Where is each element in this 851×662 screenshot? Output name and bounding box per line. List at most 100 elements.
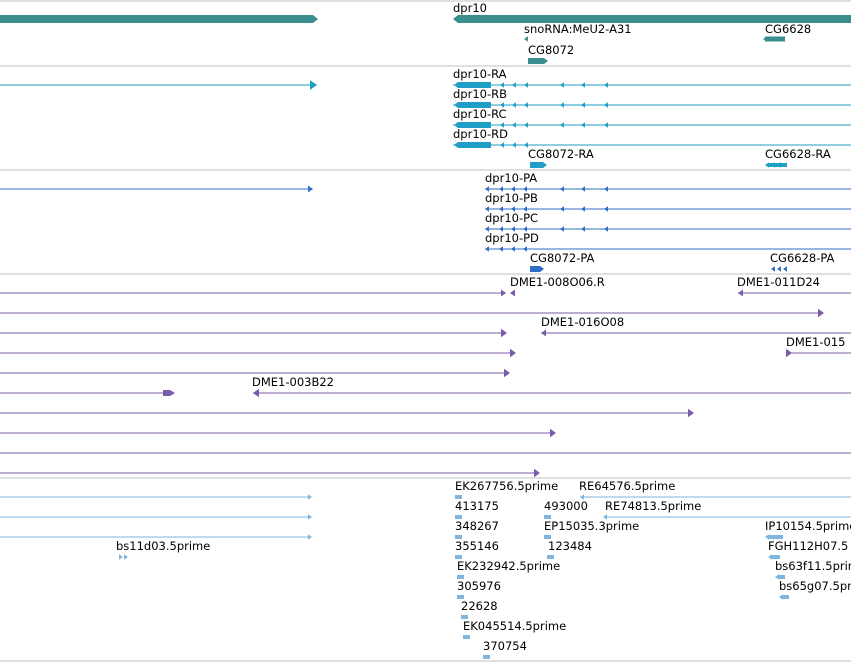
strand-arrow-icon: [775, 574, 779, 580]
transcript-feature-CG8072-RA[interactable]: [530, 162, 547, 168]
est-feature[interactable]: [457, 575, 464, 579]
est-feature[interactable]: [769, 535, 783, 539]
feature-label[interactable]: IP10154.5prime: [765, 519, 851, 533]
feature-label[interactable]: 123484: [548, 539, 592, 553]
feature-label[interactable]: EK267756.5prime: [455, 479, 559, 493]
est-feature[interactable]: [544, 535, 551, 539]
est-feature[interactable]: [455, 555, 462, 559]
est-feature[interactable]: [483, 655, 490, 659]
strand-arrow-icon: [510, 348, 516, 358]
est-feature[interactable]: [547, 555, 554, 559]
strand-arrow-icon: [581, 102, 585, 108]
strand-arrow-icon: [485, 186, 489, 192]
transcript-exon[interactable]: [454, 122, 491, 128]
feature-label[interactable]: DME1-016O08: [541, 315, 625, 329]
strand-arrow-icon: [604, 186, 608, 192]
est-feature[interactable]: [783, 595, 789, 599]
feature-label[interactable]: bs63f11.5prime: [775, 559, 851, 573]
feature-label[interactable]: 348267: [455, 519, 499, 533]
feature-label[interactable]: DME1-011D24: [737, 275, 820, 289]
est-feature[interactable]: [455, 495, 462, 499]
est-feature[interactable]: [455, 535, 462, 539]
feature-label[interactable]: 22628: [461, 599, 498, 613]
feature-label[interactable]: dpr10-RB: [453, 87, 507, 101]
strand-arrow-icon: [499, 186, 503, 192]
strand-arrow-icon: [511, 206, 515, 212]
strand-arrow-icon: [523, 206, 527, 212]
feature-label[interactable]: 413175: [455, 499, 499, 513]
strand-arrow-icon: [499, 226, 503, 232]
feature-label[interactable]: DME1-015: [786, 335, 846, 349]
feature-label[interactable]: dpr10-RD: [453, 127, 508, 141]
feature-label[interactable]: CG6628-PA: [770, 251, 835, 265]
strand-arrow-icon: [511, 186, 515, 192]
gene-feature-CG6628[interactable]: [765, 36, 785, 42]
feature-label[interactable]: bs11d03.5prime: [116, 539, 211, 553]
est-feature[interactable]: [772, 555, 780, 559]
gene-feature[interactable]: [0, 15, 318, 23]
est-feature[interactable]: [463, 635, 470, 639]
strand-arrow-icon: [524, 122, 528, 128]
strand-arrow-icon: [560, 82, 564, 88]
feature-label[interactable]: dpr10-PA: [485, 171, 538, 185]
strand-arrow-icon: [738, 289, 743, 297]
feature-label[interactable]: dpr10-PC: [485, 211, 539, 225]
strand-arrow-icon: [604, 122, 608, 128]
feature-label[interactable]: RE74813.5prime: [605, 499, 702, 513]
feature-label[interactable]: CG8072: [528, 43, 575, 57]
feature-label[interactable]: dpr10: [453, 1, 487, 15]
strand-arrow-icon: [310, 80, 317, 90]
strand-arrow-icon: [560, 102, 564, 108]
est-feature[interactable]: [544, 515, 551, 519]
protein-feature-CG8072-PA[interactable]: [530, 266, 544, 272]
feature-label[interactable]: 355146: [455, 539, 499, 553]
strand-arrow-icon: [512, 102, 516, 108]
gene-feature-dpr10[interactable]: [453, 15, 851, 23]
feature-label[interactable]: FGH112H07.5: [768, 539, 849, 553]
strand-arrow-icon: [500, 122, 504, 128]
feature-label[interactable]: bs65g07.5prime: [779, 579, 851, 593]
feature-label[interactable]: snoRNA:MeU2-A31: [524, 22, 632, 36]
feature-label[interactable]: dpr10-RA: [453, 67, 507, 81]
transcript-exon[interactable]: [454, 102, 491, 108]
feature-label[interactable]: dpr10-PB: [485, 191, 538, 205]
transcript-exon[interactable]: [454, 142, 491, 148]
feature-label[interactable]: RE64576.5prime: [579, 479, 676, 493]
strand-arrow-icon: [777, 266, 781, 272]
strand-arrow-icon: [511, 246, 515, 252]
strand-arrow-icon: [560, 206, 564, 212]
est-feature[interactable]: [779, 575, 785, 579]
est-feature[interactable]: [457, 595, 464, 599]
feature-label[interactable]: 493000: [544, 499, 588, 513]
feature-label[interactable]: DME1-003B22: [252, 375, 334, 389]
strand-arrow-icon: [500, 142, 504, 148]
feature-label[interactable]: CG8072-PA: [530, 251, 595, 265]
feature-label[interactable]: EK045514.5prime: [463, 619, 567, 633]
feature-label[interactable]: EK232942.5prime: [457, 559, 561, 573]
feature-label[interactable]: dpr10-RC: [453, 107, 507, 121]
strand-arrow-icon: [783, 266, 787, 272]
feature-label[interactable]: CG8072-RA: [528, 147, 594, 161]
strand-arrow-icon: [765, 162, 769, 168]
feature-label[interactable]: 370754: [483, 639, 527, 653]
transcript-feature-CG6628-RA[interactable]: [769, 163, 787, 167]
est-feature[interactable]: [461, 615, 468, 619]
feature-label[interactable]: DME1-008O06.R: [510, 275, 605, 289]
strand-arrow-icon: [581, 82, 585, 88]
strand-arrow-icon: [308, 494, 312, 500]
feature-label[interactable]: CG6628: [765, 22, 812, 36]
feature-label[interactable]: CG6628-RA: [765, 147, 831, 161]
feature-label[interactable]: 305976: [457, 579, 501, 593]
snorna-feature: [524, 36, 528, 42]
feature-label[interactable]: dpr10-PD: [485, 231, 539, 245]
strand-arrow-icon: [308, 534, 312, 540]
feature-label[interactable]: EP15035.3prime: [544, 519, 640, 533]
strand-arrow-icon: [560, 122, 564, 128]
strand-arrow-icon: [124, 554, 128, 560]
strand-arrow-icon: [485, 206, 489, 212]
clone-feature[interactable]: [163, 390, 175, 396]
transcript-exon[interactable]: [454, 82, 491, 88]
gene-feature-CG8072[interactable]: [528, 58, 548, 64]
est-feature[interactable]: [455, 515, 462, 519]
strand-arrow-icon: [771, 266, 775, 272]
